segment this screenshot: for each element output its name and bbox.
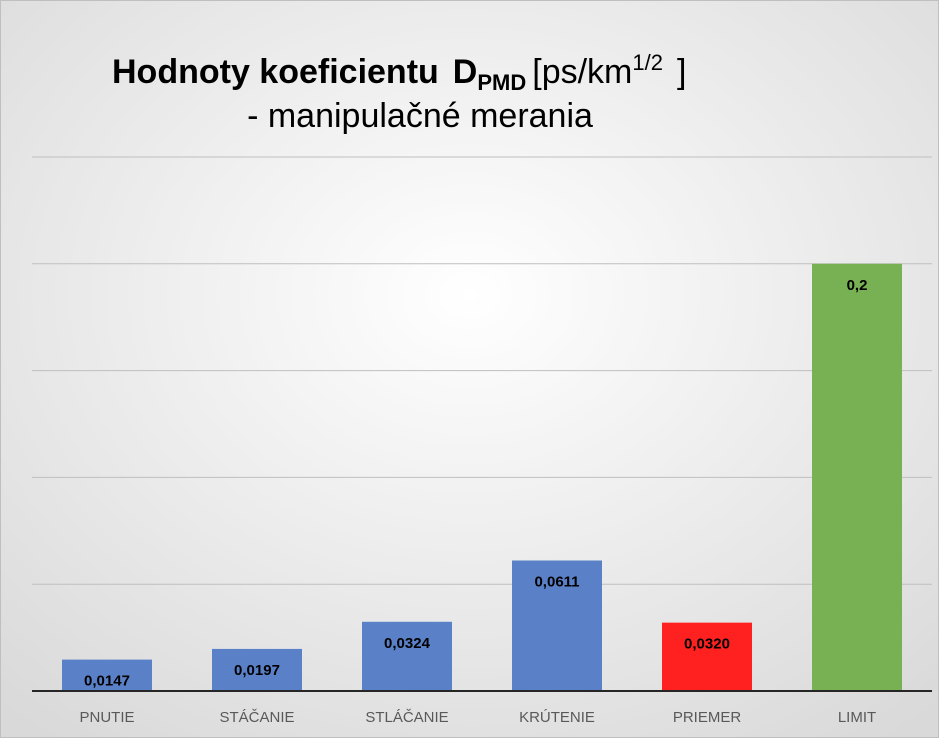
bar <box>362 621 452 691</box>
bar <box>212 648 302 691</box>
chart-subtitle: - manipulačné merania <box>247 97 593 135</box>
title-unit: [ps/km <box>532 53 632 91</box>
x-tick-label: PRIEMER <box>673 709 742 726</box>
data-label: 0,0197 <box>234 662 280 679</box>
x-tick-label: KRÚTENIE <box>519 709 595 726</box>
data-label: 0,2 <box>847 277 868 294</box>
bar <box>812 263 902 691</box>
data-label: 0,0611 <box>534 573 579 590</box>
data-label: 0,0147 <box>84 673 130 690</box>
title-text: Hodnoty koeficientu <box>112 53 439 91</box>
x-tick-label: STLÁČANIE <box>365 709 448 726</box>
title-subscript: PMD <box>477 70 526 95</box>
bar <box>62 659 152 691</box>
x-tick-label: LIMIT <box>838 709 876 726</box>
x-tick-label: STÁČANIE <box>219 709 294 726</box>
title-superscript: 1/2 <box>632 50 663 75</box>
data-label: 0,0324 <box>384 635 431 652</box>
bar <box>512 560 602 691</box>
title-bracket: ] <box>677 53 686 91</box>
data-label: 0,0320 <box>684 636 730 653</box>
title-symbol: D <box>453 53 478 91</box>
x-tick-label: PNUTIE <box>79 709 134 726</box>
bar <box>662 622 752 691</box>
chart-title: Hodnoty koeficientu DPMD [ps/km1/2] <box>112 50 686 95</box>
